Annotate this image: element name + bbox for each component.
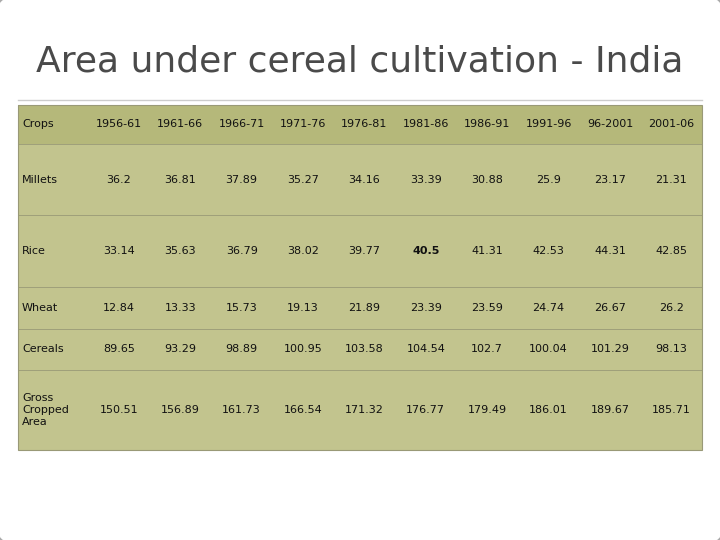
Text: 1956-61: 1956-61 <box>96 119 142 129</box>
Text: 156.89: 156.89 <box>161 405 199 415</box>
Text: 15.73: 15.73 <box>226 303 258 313</box>
Text: 103.58: 103.58 <box>345 345 384 354</box>
Text: 19.13: 19.13 <box>287 303 319 313</box>
Text: 96-2001: 96-2001 <box>587 119 633 129</box>
Text: 40.5: 40.5 <box>412 246 439 256</box>
Text: 100.04: 100.04 <box>529 345 568 354</box>
Text: 23.59: 23.59 <box>472 303 503 313</box>
Text: 25.9: 25.9 <box>536 174 561 185</box>
Text: 104.54: 104.54 <box>406 345 445 354</box>
Text: 26.67: 26.67 <box>594 303 626 313</box>
Text: 189.67: 189.67 <box>590 405 629 415</box>
Text: 21.89: 21.89 <box>348 303 380 313</box>
Text: 42.85: 42.85 <box>655 246 688 256</box>
Text: Wheat: Wheat <box>22 303 58 313</box>
Text: Millets: Millets <box>22 174 58 185</box>
Text: 24.74: 24.74 <box>533 303 564 313</box>
Bar <box>18 105 702 450</box>
Text: Crops: Crops <box>22 119 53 129</box>
Text: 23.39: 23.39 <box>410 303 442 313</box>
Text: 185.71: 185.71 <box>652 405 690 415</box>
Text: 39.77: 39.77 <box>348 246 380 256</box>
Text: 98.89: 98.89 <box>225 345 258 354</box>
Text: 150.51: 150.51 <box>99 405 138 415</box>
Text: 12.84: 12.84 <box>103 303 135 313</box>
Text: 89.65: 89.65 <box>103 345 135 354</box>
Bar <box>18 105 702 144</box>
Text: 36.2: 36.2 <box>107 174 131 185</box>
Text: 33.39: 33.39 <box>410 174 441 185</box>
Text: 100.95: 100.95 <box>284 345 323 354</box>
Text: 176.77: 176.77 <box>406 405 445 415</box>
Text: Rice: Rice <box>22 246 46 256</box>
Text: 102.7: 102.7 <box>472 345 503 354</box>
Text: 1986-91: 1986-91 <box>464 119 510 129</box>
Text: Cereals: Cereals <box>22 345 63 354</box>
Text: 166.54: 166.54 <box>284 405 323 415</box>
Text: 26.2: 26.2 <box>659 303 684 313</box>
Text: 44.31: 44.31 <box>594 246 626 256</box>
Text: 186.01: 186.01 <box>529 405 568 415</box>
Text: 1971-76: 1971-76 <box>280 119 326 129</box>
Text: 35.27: 35.27 <box>287 174 319 185</box>
Text: 179.49: 179.49 <box>467 405 507 415</box>
Text: 34.16: 34.16 <box>348 174 380 185</box>
Text: 42.53: 42.53 <box>533 246 564 256</box>
Text: 171.32: 171.32 <box>345 405 384 415</box>
Text: 1991-96: 1991-96 <box>526 119 572 129</box>
Text: 13.33: 13.33 <box>164 303 196 313</box>
Text: 21.31: 21.31 <box>655 174 687 185</box>
Text: 2001-06: 2001-06 <box>648 119 694 129</box>
Text: Gross
Cropped
Area: Gross Cropped Area <box>22 393 69 427</box>
Text: 23.17: 23.17 <box>594 174 626 185</box>
Text: 161.73: 161.73 <box>222 405 261 415</box>
Text: 36.81: 36.81 <box>164 174 196 185</box>
Text: 38.02: 38.02 <box>287 246 319 256</box>
Text: 36.79: 36.79 <box>226 246 258 256</box>
Text: 37.89: 37.89 <box>225 174 258 185</box>
Text: 1961-66: 1961-66 <box>157 119 203 129</box>
Text: 98.13: 98.13 <box>655 345 688 354</box>
Text: 1966-71: 1966-71 <box>219 119 265 129</box>
Text: 35.63: 35.63 <box>164 246 196 256</box>
Text: 33.14: 33.14 <box>103 246 135 256</box>
Text: 101.29: 101.29 <box>590 345 629 354</box>
Text: 1981-86: 1981-86 <box>402 119 449 129</box>
Text: 30.88: 30.88 <box>472 174 503 185</box>
Text: 41.31: 41.31 <box>472 246 503 256</box>
Text: 1976-81: 1976-81 <box>341 119 387 129</box>
Text: Area under cereal cultivation - India: Area under cereal cultivation - India <box>36 45 684 79</box>
Text: 93.29: 93.29 <box>164 345 197 354</box>
Bar <box>18 105 702 450</box>
